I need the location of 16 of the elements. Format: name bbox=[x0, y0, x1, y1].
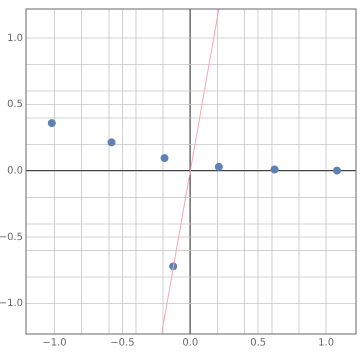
point bbox=[48, 119, 56, 128]
x-tick-label: −0.5 bbox=[110, 338, 135, 349]
point bbox=[160, 154, 169, 162]
x-tick-label: 0.0 bbox=[182, 338, 198, 349]
point bbox=[214, 162, 223, 171]
y-tick-label: 0.0 bbox=[7, 165, 23, 176]
y-tick-label: −1.0 bbox=[0, 298, 23, 310]
x-tick-label: 1.0 bbox=[318, 338, 334, 349]
x-tick-label: 0.5 bbox=[250, 338, 266, 349]
point bbox=[108, 138, 116, 146]
y-tick-label: 0.5 bbox=[7, 99, 23, 110]
point bbox=[270, 166, 279, 174]
x-tick-label: −1.0 bbox=[42, 338, 67, 349]
point bbox=[332, 166, 341, 175]
y-tick-label: 1.0 bbox=[7, 32, 23, 44]
y-tick-label: −0.5 bbox=[0, 232, 23, 243]
